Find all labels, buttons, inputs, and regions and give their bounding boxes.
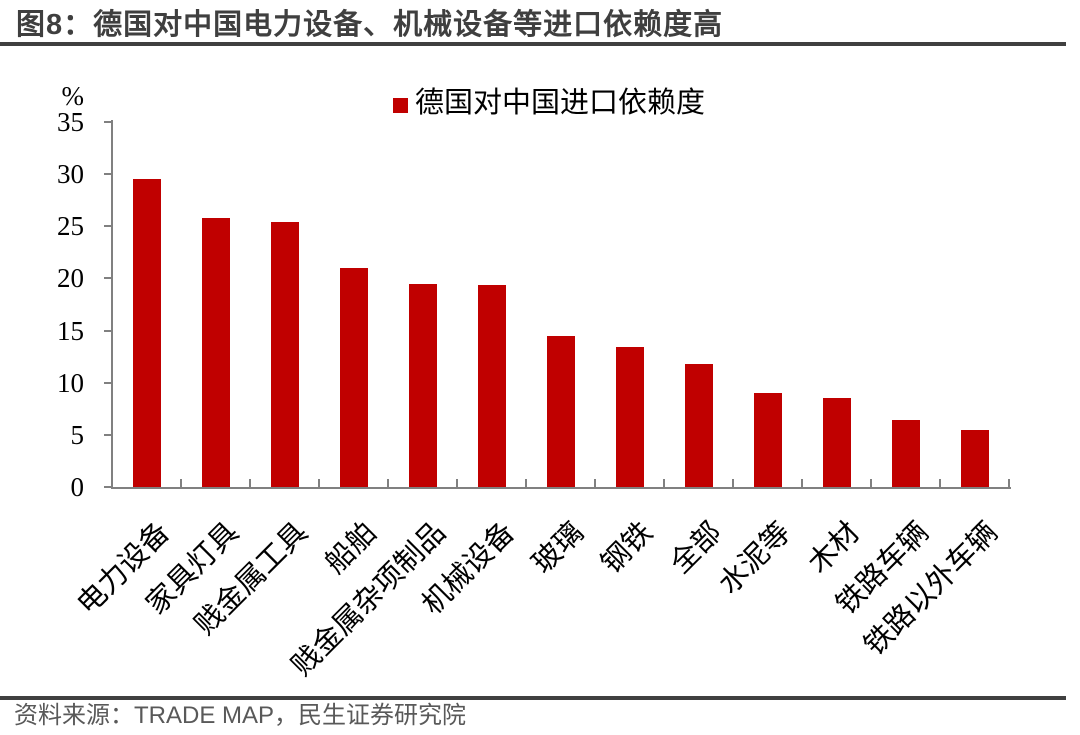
chart-bar — [408, 283, 437, 487]
y-axis-tick-label: 30 — [57, 159, 84, 190]
figure-title: 图8：德国对中国电力设备、机械设备等进口依赖度高 — [16, 9, 724, 41]
chart-bar — [339, 268, 368, 487]
source-note: 资料来源：TRADE MAP，民生证券研究院 — [14, 702, 467, 729]
chart-legend: 德国对中国进口依赖度 — [393, 88, 705, 118]
y-axis-tick-label: 15 — [57, 315, 84, 346]
chart-bar — [891, 420, 920, 487]
chart-bar — [615, 347, 644, 487]
y-axis-tick-label: 5 — [70, 419, 85, 450]
chart-bar — [822, 398, 851, 487]
x-axis-tick — [525, 479, 527, 487]
chart-bar — [684, 363, 713, 487]
legend-color-swatch — [393, 97, 408, 113]
y-axis-tick — [104, 225, 112, 228]
y-axis-tick-label: 25 — [57, 211, 84, 242]
x-axis-tick — [456, 479, 458, 487]
y-axis-tick — [104, 381, 112, 384]
x-axis-tick — [870, 479, 872, 487]
y-axis-tick — [104, 329, 112, 332]
x-axis-category-label: 船舶 — [319, 516, 384, 580]
x-axis-tick — [801, 479, 803, 487]
x-axis-tick — [1008, 479, 1010, 487]
x-axis-category-label: 木材 — [802, 516, 867, 580]
x-axis-category-label: 全部 — [664, 516, 729, 580]
y-axis-tick — [104, 277, 112, 280]
y-axis-tick-label: 35 — [57, 107, 84, 137]
chart-bar — [753, 393, 782, 487]
chart-bar — [477, 284, 506, 487]
x-axis-tick — [594, 479, 596, 487]
y-axis-tick-label: 0 — [70, 472, 85, 502]
y-axis-tick — [104, 121, 112, 123]
chart-bar — [960, 429, 989, 487]
x-axis-tick — [732, 479, 734, 487]
x-axis-tick — [663, 479, 665, 487]
x-axis-tick — [387, 479, 389, 487]
legend-label: 德国对中国进口依赖度 — [415, 87, 706, 119]
x-axis-tick — [249, 479, 251, 487]
y-axis-tick-label: 20 — [57, 263, 84, 294]
chart-bar — [270, 222, 299, 487]
x-axis-tick — [180, 479, 182, 487]
y-axis-unit-label: % — [61, 81, 85, 111]
x-axis-line — [111, 487, 1011, 489]
chart-bar — [201, 217, 230, 487]
y-axis-tick — [104, 486, 112, 488]
chart-bar — [546, 335, 575, 487]
x-axis-tick — [939, 479, 941, 487]
footer-divider — [0, 696, 1066, 700]
y-axis-tick — [104, 433, 112, 436]
x-axis-category-label: 钢铁 — [595, 516, 660, 580]
x-axis-tick — [318, 479, 320, 487]
y-axis-tick-label: 10 — [57, 367, 84, 398]
chart-bar — [132, 179, 161, 487]
x-axis-category-label: 玻璃 — [526, 516, 591, 580]
y-axis-tick — [104, 173, 112, 176]
title-divider — [0, 42, 1066, 46]
x-axis-category-label: 水泥等 — [713, 516, 798, 601]
y-axis-line — [111, 120, 113, 489]
